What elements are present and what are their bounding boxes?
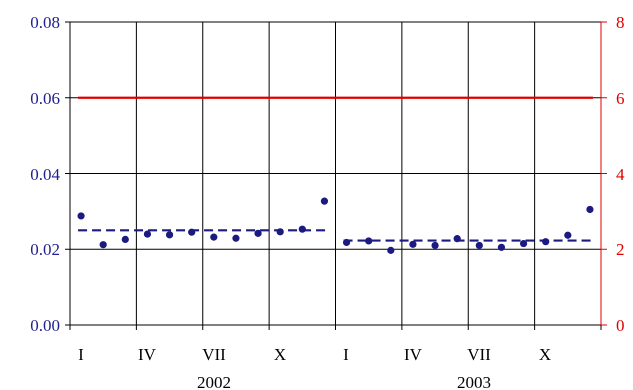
y-right-tick-label: 0: [616, 316, 625, 335]
data-point: [409, 240, 417, 248]
data-point: [542, 238, 550, 246]
data-point: [143, 230, 152, 238]
data-point: [254, 229, 262, 237]
x-tick-label: VII: [467, 345, 491, 364]
data-point: [121, 235, 129, 244]
axes: [65, 21, 607, 330]
y-left-tick-label: 0.02: [30, 240, 60, 259]
data-point: [210, 233, 218, 241]
y-right-tick-label: 4: [616, 165, 625, 184]
x-tick-label: I: [78, 345, 84, 364]
data-point: [586, 205, 594, 214]
y-left-tick-label: 0.04: [30, 165, 60, 184]
x-tick-label: IV: [138, 345, 157, 364]
year-label-2003: 2003: [457, 373, 491, 390]
data-point: [77, 212, 85, 220]
data-point: [165, 231, 174, 239]
data-point: [431, 241, 439, 250]
x-tick-label: I: [343, 345, 349, 364]
y-right-tick-label: 2: [616, 240, 625, 259]
x-tick-label: X: [539, 345, 551, 364]
x-tick-label: VII: [202, 345, 226, 364]
x-tick-label: X: [274, 345, 286, 364]
data-point: [497, 243, 506, 251]
data-point: [99, 241, 107, 249]
data-point: [320, 197, 329, 205]
y-left-tick-label: 0.08: [30, 13, 60, 32]
data-point: [298, 225, 306, 233]
y-right-tick-label: 6: [616, 89, 625, 108]
data-point: [365, 237, 373, 245]
x-tick-label: IV: [404, 345, 423, 364]
data-point: [475, 241, 483, 250]
data-point: [387, 246, 395, 254]
series-layer: [77, 96, 594, 254]
y-right-tick-label: 8: [616, 13, 625, 32]
data-point: [564, 231, 572, 239]
data-point: [519, 239, 528, 248]
year-label-2002: 2002: [197, 373, 231, 390]
y-left-tick-label: 0.00: [30, 316, 60, 335]
y-left-tick-label: 0.06: [30, 89, 60, 108]
data-point: [232, 234, 240, 242]
